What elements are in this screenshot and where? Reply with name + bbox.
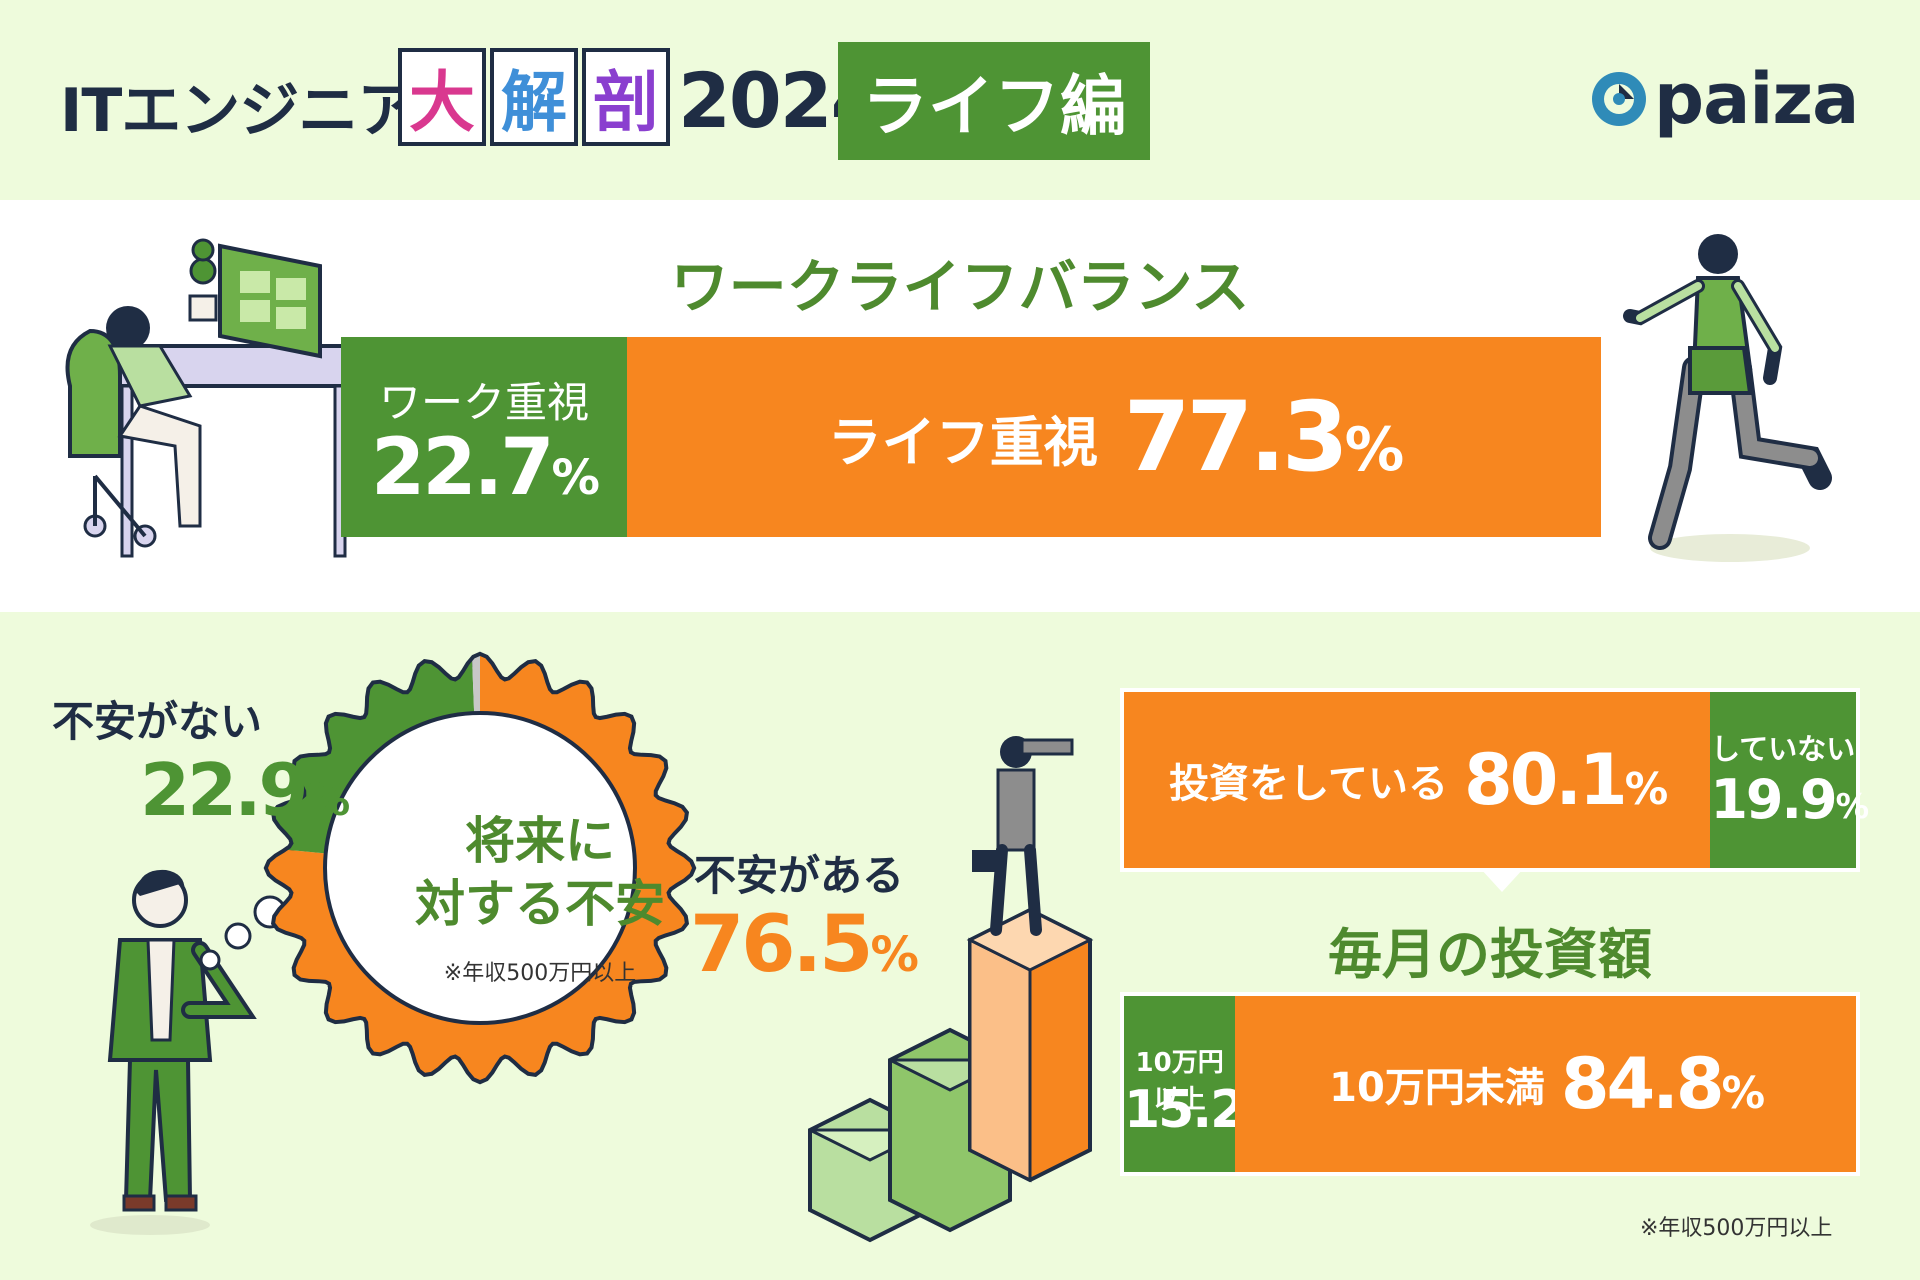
monthly-investment-title: 毎月の投資額 <box>1328 923 1652 986</box>
anxiety-no-value: 22.9% <box>140 748 350 832</box>
anxiety-center-disc <box>323 711 637 1025</box>
anxiety-center-note: ※年収500万円以上 <box>443 961 637 986</box>
paiza-logo: paiza <box>1590 58 1859 140</box>
edition-badge: ライフ編 <box>838 42 1150 160</box>
monthly-investment-bar: 10万円以上 15.2% 10万円未満 84.8% <box>1120 992 1860 1176</box>
wlb-work-segment: ワーク重視 22.7% <box>341 337 628 537</box>
thinking-man-illustration <box>90 869 287 1235</box>
investment-no-segment: していない 19.9% <box>1710 692 1869 868</box>
logo-text: paiza <box>1654 58 1859 140</box>
investment-no-value: 19.9% <box>1710 768 1869 831</box>
investor-blocks-illustration <box>808 736 1094 1243</box>
wlb-life-value: 77.3% <box>1123 381 1404 493</box>
investment-yes-label: 投資をしている <box>1169 761 1448 807</box>
monthly-under-label: 10万円未満 <box>1329 1065 1545 1111</box>
wlb-bar: ワーク重視 22.7% ライフ重視 77.3% <box>341 337 1601 537</box>
wlb-life-segment: ライフ重視 77.3% <box>627 337 1601 537</box>
title-kanji-3: 剖 <box>582 48 670 146</box>
anxiety-no-label: 不安がない <box>52 697 263 746</box>
title-prefix: ITエンジニア <box>60 76 417 146</box>
title-kanji-2: 解 <box>490 48 578 146</box>
investment-yes-segment: 投資をしている 80.1% <box>1124 692 1711 868</box>
runner-illustration <box>1623 234 1832 562</box>
investment-yes-value: 80.1% <box>1463 739 1668 821</box>
monthly-over-value: 15.2% <box>1124 1080 1277 1140</box>
investment-bar: 投資をしている 80.1% していない 19.9% <box>1120 688 1869 872</box>
anxiety-yes-label: 不安がある <box>694 851 905 900</box>
investment-pointer <box>1480 868 1524 892</box>
paiza-logo-icon <box>1592 72 1646 126</box>
wlb-work-value: 22.7% <box>371 423 600 513</box>
desk-worker-illustration <box>65 238 363 558</box>
monthly-under-segment: 10万円未満 84.8% <box>1235 996 1856 1172</box>
wlb-life-label: ライフ重視 <box>827 410 1098 474</box>
wlb-work-label: ワーク重視 <box>379 378 590 427</box>
title-kanji-1: 大 <box>398 48 486 146</box>
investment-no-label: していない <box>1711 732 1856 766</box>
monthly-over-label: 10万円以上 <box>1135 1048 1224 1115</box>
monthly-over-segment: 10万円以上 15.2% <box>1124 996 1277 1172</box>
wlb-title: ワークライフバランス <box>670 253 1250 321</box>
anxiety-yes-value: 76.5% <box>690 900 919 990</box>
anxiety-center-title: 将来に 対する不安 <box>415 812 665 933</box>
monthly-under-value: 84.8% <box>1560 1043 1765 1125</box>
footnote: ※年収500万円以上 <box>1640 1216 1833 1241</box>
anxiety-donut-chart <box>263 651 697 1085</box>
